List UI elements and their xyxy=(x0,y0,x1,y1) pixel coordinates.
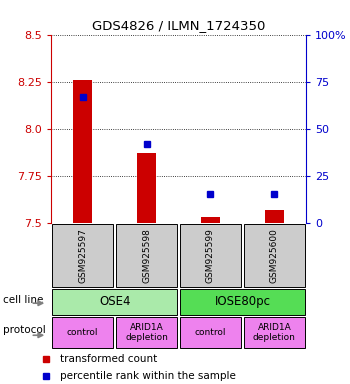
Bar xyxy=(73,80,92,223)
Bar xyxy=(137,153,156,223)
Bar xyxy=(116,317,177,348)
Bar xyxy=(244,224,305,287)
Bar xyxy=(116,224,177,287)
Text: ARID1A
depletion: ARID1A depletion xyxy=(125,323,168,342)
Text: transformed count: transformed count xyxy=(60,354,157,364)
Text: control: control xyxy=(195,328,226,337)
Text: cell line: cell line xyxy=(2,295,43,305)
Title: GDS4826 / ILMN_1724350: GDS4826 / ILMN_1724350 xyxy=(92,19,265,32)
Text: IOSE80pc: IOSE80pc xyxy=(214,295,270,308)
Text: percentile rank within the sample: percentile rank within the sample xyxy=(60,371,235,381)
Text: OSE4: OSE4 xyxy=(99,295,130,308)
Text: GSM925600: GSM925600 xyxy=(270,228,279,283)
Bar xyxy=(52,289,177,314)
Bar xyxy=(265,210,284,223)
Bar xyxy=(52,224,113,287)
Text: control: control xyxy=(67,328,98,337)
Text: protocol: protocol xyxy=(2,325,45,335)
Text: GSM925597: GSM925597 xyxy=(78,228,87,283)
Bar xyxy=(180,224,241,287)
Bar xyxy=(244,317,305,348)
Bar xyxy=(180,317,241,348)
Bar xyxy=(180,289,305,314)
Text: ARID1A
depletion: ARID1A depletion xyxy=(253,323,296,342)
Text: GSM925598: GSM925598 xyxy=(142,228,151,283)
Text: GSM925599: GSM925599 xyxy=(206,228,215,283)
Bar xyxy=(52,317,113,348)
Bar xyxy=(201,217,220,223)
